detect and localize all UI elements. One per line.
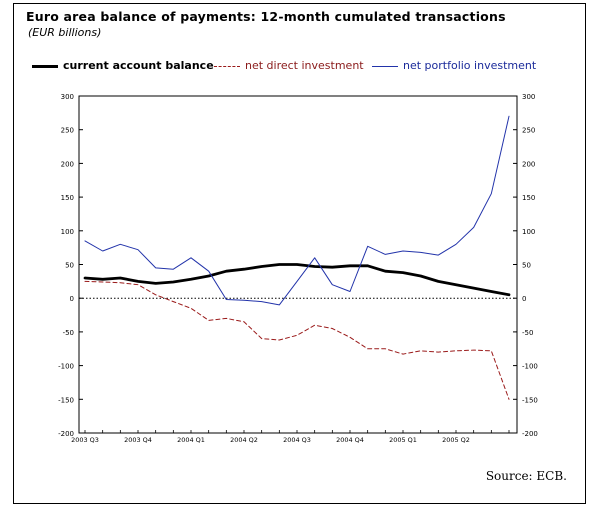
x-tick-label: 2003 Q4 xyxy=(124,436,152,444)
y-tick-label-left: 250 xyxy=(61,127,74,135)
y-tick-label-left: -50 xyxy=(63,329,74,337)
legend-item-net-direct-investment: net direct investment xyxy=(214,59,364,73)
y-tick-label-right: 200 xyxy=(522,160,535,168)
legend-item-current-account: current account balance xyxy=(32,59,214,73)
source-note: Source: ECB. xyxy=(485,469,567,483)
series-line-portfolio xyxy=(84,115,510,306)
x-tick-label: 2003 Q3 xyxy=(71,436,99,444)
y-tick-label-right: 300 xyxy=(522,93,535,101)
y-tick-label-right: -100 xyxy=(522,363,538,371)
legend-item-net-portfolio-investment: net portfolio investment xyxy=(372,59,536,73)
y-tick-label-left: 300 xyxy=(61,93,74,101)
y-tick-label-left: 100 xyxy=(61,228,74,236)
chart-frame xyxy=(13,3,586,504)
series-line-direct xyxy=(84,280,510,400)
x-tick-label: 2004 Q4 xyxy=(336,436,364,444)
series-line-current xyxy=(83,263,511,297)
y-tick-label-right: 250 xyxy=(522,127,535,135)
y-tick-label-left: -150 xyxy=(58,396,74,404)
x-tick-label: 2004 Q2 xyxy=(230,436,258,444)
legend-swatch-net-direct-investment xyxy=(214,65,240,67)
legend-swatch-current-account xyxy=(32,64,58,68)
y-tick-label-right: -50 xyxy=(522,329,533,337)
y-tick-label-left: 200 xyxy=(61,160,74,168)
y-tick-label-right: -150 xyxy=(522,396,538,404)
x-tick-label: 2004 Q3 xyxy=(283,436,311,444)
y-tick-label-left: 150 xyxy=(61,194,74,202)
x-tick-label: 2005 Q2 xyxy=(442,436,470,444)
y-tick-label-right: 100 xyxy=(522,228,535,236)
x-tick-label: 2004 Q1 xyxy=(177,436,205,444)
chart-subtitle: (EUR billions) xyxy=(28,26,102,39)
y-tick-label-right: 50 xyxy=(522,262,531,270)
legend-label-net-portfolio-investment: net portfolio investment xyxy=(403,59,537,72)
legend-label-current-account: current account balance xyxy=(63,59,214,72)
legend-swatch-net-portfolio-investment xyxy=(372,65,398,67)
chart-title: Euro area balance of payments: 12-month … xyxy=(26,9,506,24)
y-tick-label-left: -200 xyxy=(58,430,74,438)
y-tick-label-right: 150 xyxy=(522,194,535,202)
y-tick-label-left: -100 xyxy=(58,363,74,371)
x-tick-label: 2005 Q1 xyxy=(389,436,417,444)
y-tick-label-right: 0 xyxy=(522,295,526,303)
y-tick-label-right: -200 xyxy=(522,430,538,438)
y-tick-label-left: 0 xyxy=(70,295,74,303)
legend-label-net-direct-investment: net direct investment xyxy=(245,59,364,72)
y-tick-label-left: 50 xyxy=(65,262,74,270)
